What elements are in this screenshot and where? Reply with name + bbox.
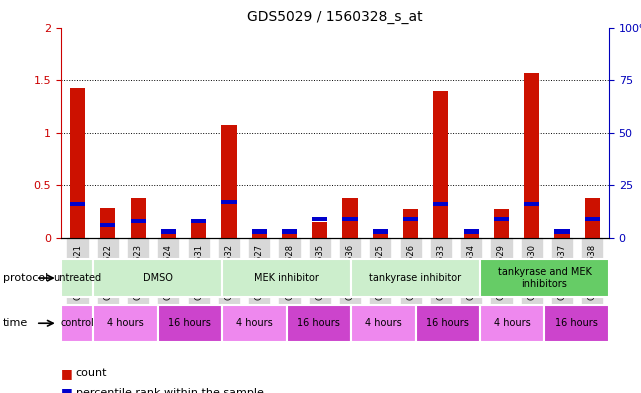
- Bar: [463, 230, 479, 238]
- Bar: [161, 230, 176, 233]
- Text: 16 hours: 16 hours: [555, 318, 598, 328]
- Bar: [93, 259, 222, 297]
- Bar: [61, 259, 93, 297]
- Bar: [494, 217, 509, 221]
- Bar: [544, 305, 609, 342]
- Bar: [93, 305, 158, 342]
- Text: percentile rank within the sample: percentile rank within the sample: [76, 388, 263, 393]
- Text: 4 hours: 4 hours: [236, 318, 272, 328]
- Bar: [221, 125, 237, 238]
- Bar: [463, 230, 479, 233]
- Bar: [191, 222, 206, 238]
- Bar: [373, 230, 388, 238]
- Text: 4 hours: 4 hours: [365, 318, 402, 328]
- Bar: [312, 217, 328, 221]
- Text: control: control: [60, 318, 94, 328]
- Bar: [494, 209, 509, 238]
- Bar: [433, 90, 449, 238]
- Bar: [70, 88, 85, 238]
- Bar: [351, 259, 480, 297]
- Text: protocol: protocol: [3, 273, 49, 283]
- Text: GDS5029 / 1560328_s_at: GDS5029 / 1560328_s_at: [247, 10, 422, 24]
- Bar: [252, 230, 267, 238]
- Bar: [403, 209, 418, 238]
- Bar: [282, 230, 297, 233]
- Bar: [415, 305, 480, 342]
- Bar: [70, 202, 85, 206]
- Bar: [480, 259, 609, 297]
- Bar: [222, 305, 287, 342]
- Bar: [403, 217, 418, 221]
- Text: ■: ■: [61, 386, 72, 393]
- Bar: [342, 217, 358, 221]
- Bar: [287, 305, 351, 342]
- Text: time: time: [3, 318, 28, 328]
- Bar: [221, 200, 237, 204]
- Bar: [554, 230, 570, 233]
- Text: tankyrase inhibitor: tankyrase inhibitor: [369, 273, 462, 283]
- Bar: [158, 305, 222, 342]
- Bar: [100, 223, 115, 227]
- Text: ■: ■: [61, 367, 72, 380]
- Bar: [61, 305, 93, 342]
- Bar: [222, 259, 351, 297]
- Bar: [524, 202, 539, 206]
- Bar: [554, 230, 570, 238]
- Bar: [524, 73, 539, 238]
- Text: untreated: untreated: [53, 273, 101, 283]
- Text: DMSO: DMSO: [143, 273, 172, 283]
- Bar: [480, 305, 544, 342]
- Bar: [131, 219, 146, 223]
- Bar: [252, 230, 267, 233]
- Bar: [585, 217, 600, 221]
- Bar: [433, 202, 449, 206]
- Text: count: count: [76, 368, 107, 378]
- Bar: [351, 305, 415, 342]
- Bar: [161, 230, 176, 238]
- Bar: [342, 198, 358, 238]
- Text: 16 hours: 16 hours: [426, 318, 469, 328]
- Bar: [131, 198, 146, 238]
- Bar: [100, 208, 115, 238]
- Text: tankyrase and MEK
inhibitors: tankyrase and MEK inhibitors: [497, 267, 592, 289]
- Bar: [312, 222, 328, 238]
- Bar: [373, 230, 388, 233]
- Text: 4 hours: 4 hours: [107, 318, 144, 328]
- Text: 4 hours: 4 hours: [494, 318, 531, 328]
- Text: 16 hours: 16 hours: [297, 318, 340, 328]
- Text: 16 hours: 16 hours: [169, 318, 212, 328]
- Bar: [191, 219, 206, 223]
- Text: MEK inhibitor: MEK inhibitor: [254, 273, 319, 283]
- Bar: [282, 230, 297, 238]
- Bar: [585, 198, 600, 238]
